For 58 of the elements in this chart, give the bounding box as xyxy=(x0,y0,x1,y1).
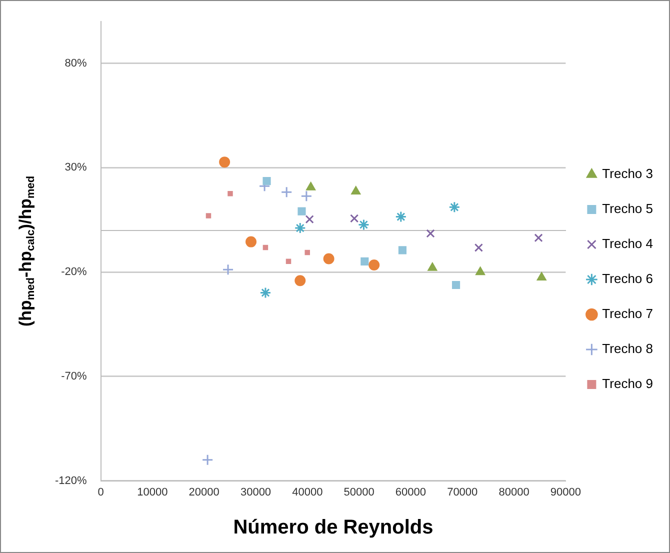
point xyxy=(304,250,310,256)
legend-label: Trecho 9 xyxy=(602,376,654,392)
point xyxy=(358,218,370,230)
x-tick-label: 30000 xyxy=(240,486,272,498)
point xyxy=(360,257,369,266)
point xyxy=(474,243,483,252)
point xyxy=(262,177,271,186)
point xyxy=(368,259,380,270)
point xyxy=(206,213,212,218)
y-tick-label: 80% xyxy=(64,57,87,70)
point xyxy=(448,201,460,213)
x-tick-label: 0 xyxy=(98,486,104,498)
point xyxy=(351,186,361,195)
point xyxy=(286,258,292,264)
legend-label: Trecho 8 xyxy=(602,341,654,356)
point xyxy=(202,454,214,466)
point xyxy=(298,207,306,216)
legend-label: Trecho 7 xyxy=(602,306,654,322)
point xyxy=(246,236,257,248)
point xyxy=(294,275,306,286)
point xyxy=(294,222,306,234)
y-tick-label: -20% xyxy=(61,266,88,278)
point xyxy=(452,280,460,290)
point xyxy=(395,211,407,223)
point xyxy=(305,214,314,224)
x-tick-label: 10000 xyxy=(137,486,168,498)
point xyxy=(428,262,438,271)
point xyxy=(222,264,234,276)
point xyxy=(475,266,486,276)
x-tick-label: 50000 xyxy=(344,486,374,498)
point xyxy=(228,190,233,196)
y-tick-label: -120% xyxy=(55,474,88,487)
legend-label: Trecho 6 xyxy=(602,271,654,286)
legend-label: Trecho 3 xyxy=(602,166,654,182)
point xyxy=(350,214,359,223)
point xyxy=(306,182,316,190)
x-tick-label: 70000 xyxy=(447,486,478,498)
y-axis-title: (hpmed-hpcalc)/hpmed xyxy=(16,176,37,327)
y-tick-label: -70% xyxy=(61,370,88,382)
point xyxy=(280,186,292,198)
x-tick-label: 80000 xyxy=(498,486,530,498)
point xyxy=(260,286,272,298)
point xyxy=(323,253,334,264)
x-tick-label: 90000 xyxy=(550,486,581,498)
legend-label: Trecho 4 xyxy=(602,236,654,252)
point xyxy=(300,190,312,202)
point xyxy=(398,246,406,254)
x-tick-label: 40000 xyxy=(292,486,323,498)
point xyxy=(426,229,435,238)
x-tick-label: 20000 xyxy=(188,486,220,498)
point xyxy=(536,272,546,280)
x-axis-title: Número de Reynolds xyxy=(233,516,434,539)
point xyxy=(534,234,543,242)
x-tick-label: 60000 xyxy=(395,486,426,498)
point xyxy=(219,156,230,168)
legend-label: Trecho 5 xyxy=(602,201,654,216)
y-tick-label: 30% xyxy=(64,162,87,174)
point xyxy=(262,244,268,250)
